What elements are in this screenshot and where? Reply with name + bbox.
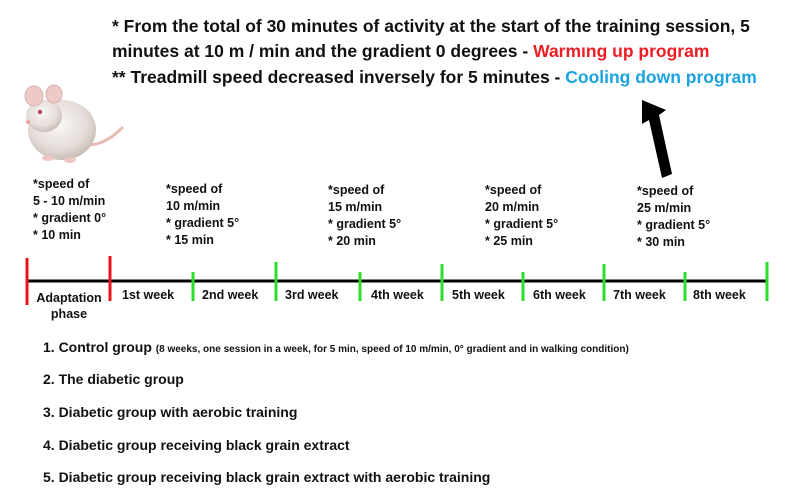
- phase-weeks-7-8: *speed of 25 m/min * gradient 5° * 30 min: [637, 183, 710, 251]
- group-item-5: 5. Diabetic group receiving black grain …: [43, 469, 490, 485]
- phase-line: * gradient 0°: [33, 211, 107, 225]
- group-label: 1. Control group: [43, 339, 152, 355]
- group-detail: (8 weeks, one session in a week, for 5 m…: [155, 344, 629, 355]
- adaptation-line-2: phase: [50, 307, 88, 321]
- group-item-2: 2. The diabetic group: [43, 371, 184, 387]
- phase-line: *speed of: [166, 182, 223, 196]
- up-arrow-icon: [642, 100, 672, 178]
- cooling-down-label: Cooling down program: [565, 67, 757, 87]
- phase-line: * 10 min: [33, 228, 81, 242]
- phase-line: 25 m/min: [637, 201, 692, 215]
- week-5-label: 5th week: [452, 288, 505, 302]
- group-item-3: 3. Diabetic group with aerobic training: [43, 404, 297, 420]
- week-8-label: 8th week: [693, 288, 746, 302]
- adaptation-phase-label: Adaptation phase: [30, 290, 108, 322]
- phase-line: * gradient 5°: [166, 216, 240, 230]
- week-3-label: 3rd week: [285, 288, 339, 302]
- phase-line: * gradient 5°: [637, 218, 711, 232]
- phase-weeks-1-2: *speed of 10 m/min * gradient 5° * 15 min: [166, 181, 239, 249]
- note-line-3: ** Treadmill speed decreased inversely f…: [112, 67, 757, 88]
- phase-weeks-5-6: *speed of 20 m/min * gradient 5° * 25 min: [485, 182, 558, 250]
- week-1-label: 1st week: [122, 288, 175, 302]
- group-item-4: 4. Diabetic group receiving black grain …: [43, 437, 350, 453]
- week-6-label: 6th week: [533, 288, 586, 302]
- week-2-label: 2nd week: [202, 288, 259, 302]
- group-item-1: 1. Control group (8 weeks, one session i…: [43, 339, 629, 355]
- phase-line: * 15 min: [166, 233, 214, 247]
- group-label: 5. Diabetic group receiving black grain …: [43, 469, 491, 485]
- note-line-2: minutes at 10 m / min and the gradient 0…: [112, 41, 709, 62]
- phase-line: *speed of: [33, 177, 90, 191]
- phase-line: 15 m/min: [328, 200, 383, 214]
- phase-line: 5 - 10 m/min: [33, 194, 106, 208]
- phase-line: * gradient 5°: [328, 217, 402, 231]
- group-label: 2. The diabetic group: [43, 371, 184, 387]
- phase-line: * 20 min: [328, 234, 376, 248]
- phase-line: *speed of: [328, 183, 385, 197]
- group-label: 4. Diabetic group receiving black grain …: [43, 437, 350, 453]
- week-4-label: 4th week: [371, 288, 424, 302]
- phase-line: 20 m/min: [485, 200, 540, 214]
- phase-line: * 25 min: [485, 234, 533, 248]
- note-line-3-text: ** Treadmill speed decreased inversely f…: [112, 67, 566, 87]
- note-line-1: * From the total of 30 minutes of activi…: [112, 16, 750, 36]
- phase-line: *speed of: [485, 183, 542, 197]
- phase-weeks-3-4: *speed of 15 m/min * gradient 5° * 20 min: [328, 182, 401, 250]
- adaptation-line-1: Adaptation: [36, 291, 102, 305]
- phase-line: 10 m/min: [166, 199, 221, 213]
- phase-line: * 30 min: [637, 235, 685, 249]
- note-line-2-text: minutes at 10 m / min and the gradient 0…: [112, 41, 534, 61]
- rat-illustration: [24, 84, 124, 163]
- phase-line: * gradient 5°: [485, 217, 559, 231]
- warming-up-label: Warmıng up program: [533, 41, 710, 61]
- week-7-label: 7th week: [613, 288, 666, 302]
- phase-line: *speed of: [637, 184, 694, 198]
- group-label: 3. Diabetic group with aerobic training: [43, 404, 298, 420]
- phase-adaptation: *speed of 5 - 10 m/min * gradient 0° * 10 m…: [33, 176, 106, 244]
